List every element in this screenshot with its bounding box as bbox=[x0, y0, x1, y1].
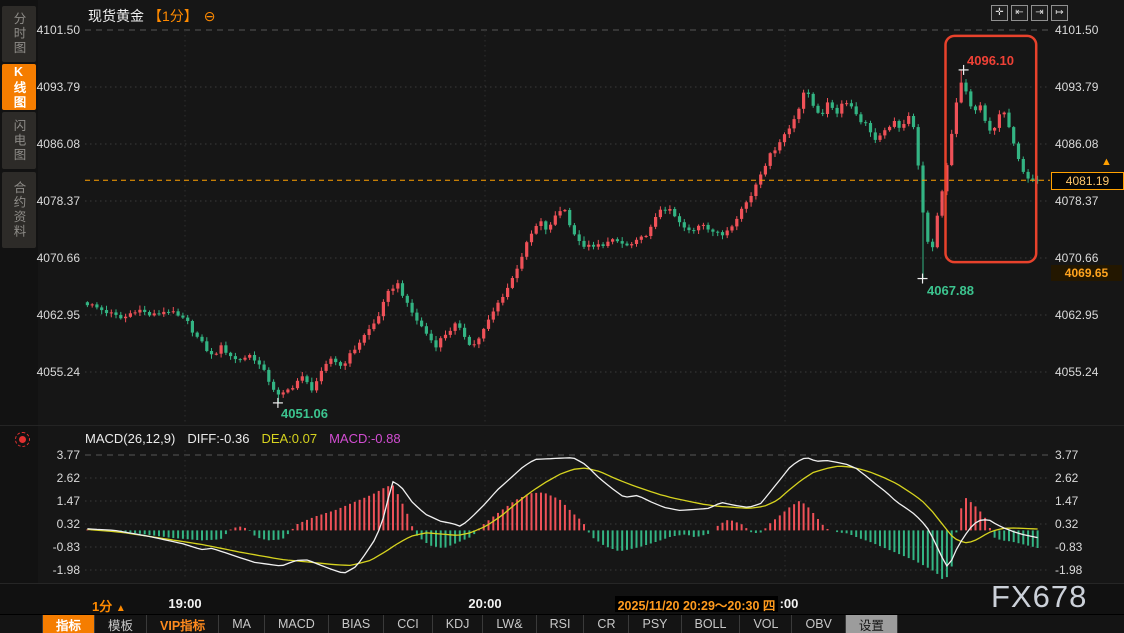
price-axis-label-right-0: 4101.50 bbox=[1055, 23, 1099, 37]
time-axis-label-0: 19:00 bbox=[168, 596, 202, 611]
annotation-session-low: 4051.06 bbox=[281, 406, 328, 421]
price-axis-label-right-5: 4062.95 bbox=[1055, 308, 1099, 322]
macd-axis-label-right-0: 3.77 bbox=[1055, 448, 1079, 462]
shift-right-icon[interactable]: ↦ bbox=[1051, 5, 1068, 21]
bar-timestamp-tooltip: 2025/11/20 20:29～20:30 四 bbox=[615, 596, 778, 613]
toolbar-button-KDJ[interactable]: KDJ bbox=[433, 615, 484, 633]
toolbar-button-指标[interactable]: 指标 bbox=[42, 615, 96, 633]
price-axis-label-right-2: 4086.08 bbox=[1055, 137, 1099, 151]
macd-macd-value: MACD:-0.88 bbox=[329, 431, 401, 446]
macd-axis-label-left-2: 1.47 bbox=[56, 494, 80, 508]
collapse-icon[interactable]: ⊖ bbox=[203, 7, 216, 24]
sidebar-tab-contract-info[interactable]: 合约资料 bbox=[2, 172, 36, 248]
toolbar-button-MA[interactable]: MA bbox=[219, 615, 265, 633]
highlight-box-annotation[interactable] bbox=[944, 34, 1038, 264]
toolbar-button-RSI[interactable]: RSI bbox=[537, 615, 585, 633]
toolbar-button-OBV[interactable]: OBV bbox=[792, 615, 846, 633]
interval-selector[interactable]: 1分 ▲ bbox=[92, 596, 126, 615]
time-axis-label-2: :00 bbox=[779, 596, 799, 611]
toolbar-button-BIAS[interactable]: BIAS bbox=[329, 615, 385, 633]
pane-separator bbox=[0, 425, 1124, 426]
sidebar-tab-kline-chart[interactable]: K线图 bbox=[2, 64, 36, 110]
extreme-cross-marker-1 bbox=[917, 273, 928, 284]
toolbar-button-LW&[interactable]: LW& bbox=[483, 615, 537, 633]
scale-right-icon[interactable]: ⇥ bbox=[1031, 5, 1048, 21]
price-axis-label-left-6: 4055.24 bbox=[36, 365, 80, 379]
price-up-arrow-icon: ▲ bbox=[1101, 156, 1112, 168]
toolbar-button-BOLL[interactable]: BOLL bbox=[682, 615, 741, 633]
macd-axis-label-right-3: 0.32 bbox=[1055, 517, 1079, 531]
macd-axis-label-left-5: -1.98 bbox=[52, 563, 80, 577]
price-axis-label-left-5: 4062.95 bbox=[36, 308, 80, 322]
pan-arrows-icon[interactable]: ✛ bbox=[991, 5, 1008, 21]
macd-axis-label-left-0: 3.77 bbox=[56, 448, 80, 462]
price-axis-label-right-3: 4078.37 bbox=[1055, 194, 1099, 208]
indicator-toolbar: 指标 模板 VIP指标 MA MACD BIAS CCI KDJ LW& RSI CR PSY BOLL… bbox=[0, 614, 1124, 633]
toolbar-button-设置[interactable]: 设置 bbox=[845, 615, 898, 633]
extreme-cross-marker-0 bbox=[272, 397, 283, 408]
interval-label: 【1分】 bbox=[148, 8, 198, 24]
price-axis-label-left-4: 4070.66 bbox=[36, 251, 80, 265]
macd-header: MACD(26,12,9) DIFF:-0.36 DEA:0.07 MACD:-… bbox=[85, 431, 401, 446]
price-axis-label-right-6: 4055.24 bbox=[1055, 365, 1099, 379]
symbol-title: 现货黄金 bbox=[88, 8, 144, 24]
price-axis-label-left-0: 4101.50 bbox=[36, 23, 80, 37]
macd-axis-label-right-4: -0.83 bbox=[1055, 540, 1083, 554]
price-axis-label-left-3: 4078.37 bbox=[36, 194, 80, 208]
annotation-low-price: 4067.88 bbox=[927, 283, 974, 298]
macd-dea-value: DEA:0.07 bbox=[261, 431, 318, 446]
macd-params-label: MACD(26,12,9) bbox=[85, 431, 176, 446]
sidebar: 分时图 K线图 闪电图 合约资料 bbox=[0, 0, 38, 633]
interval-badge-arrow-icon: ▲ bbox=[115, 603, 126, 614]
macd-axis-label-right-2: 1.47 bbox=[1055, 494, 1079, 508]
toolbar-button-模板[interactable]: 模板 bbox=[95, 615, 148, 633]
sidebar-tab-lightning-chart[interactable]: 闪电图 bbox=[2, 112, 36, 169]
toolbar-button-PSY[interactable]: PSY bbox=[629, 615, 682, 633]
toolbar-button-CCI[interactable]: CCI bbox=[384, 615, 433, 633]
interval-badge-label: 1分 bbox=[92, 599, 113, 614]
reference-price-badge: 4069.65 bbox=[1051, 265, 1122, 281]
scale-left-icon[interactable]: ⇤ bbox=[1011, 5, 1028, 21]
brand-watermark: FX678 bbox=[991, 579, 1088, 614]
macd-axis-label-left-4: -0.83 bbox=[52, 540, 80, 554]
macd-settings-dot-icon[interactable] bbox=[15, 432, 30, 447]
toolbar-button-CR[interactable]: CR bbox=[584, 615, 630, 633]
price-axis-label-right-4: 4070.66 bbox=[1055, 251, 1099, 265]
macd-axis-label-right-1: 2.62 bbox=[1055, 471, 1079, 485]
extreme-cross-marker-2 bbox=[958, 64, 969, 75]
chart-title-row: 现货黄金 【1分】 ⊖ bbox=[88, 7, 216, 25]
macd-axis-label-left-3: 0.32 bbox=[56, 517, 80, 531]
price-axis-label-left-2: 4086.08 bbox=[36, 137, 80, 151]
chart-tool-icons: ✛ ⇤ ⇥ ↦ bbox=[991, 5, 1068, 21]
time-axis-row bbox=[0, 583, 1124, 615]
price-axis-label-right-1: 4093.79 bbox=[1055, 80, 1099, 94]
annotation-high-price: 4096.10 bbox=[967, 53, 1014, 68]
macd-axis-label-right-5: -1.98 bbox=[1055, 563, 1083, 577]
macd-axis-label-left-1: 2.62 bbox=[56, 471, 80, 485]
toolbar-button-VOL[interactable]: VOL bbox=[740, 615, 793, 633]
sidebar-tab-minute-chart[interactable]: 分时图 bbox=[2, 6, 36, 62]
macd-diff-value: DIFF:-0.36 bbox=[187, 431, 250, 446]
current-price-badge: 4081.19 bbox=[1051, 172, 1124, 190]
toolbar-button-VIP指标[interactable]: VIP指标 bbox=[147, 615, 220, 633]
time-axis-label-1: 20:00 bbox=[468, 596, 502, 611]
toolbar-button-MACD[interactable]: MACD bbox=[265, 615, 329, 633]
price-axis-label-left-1: 4093.79 bbox=[36, 80, 80, 94]
